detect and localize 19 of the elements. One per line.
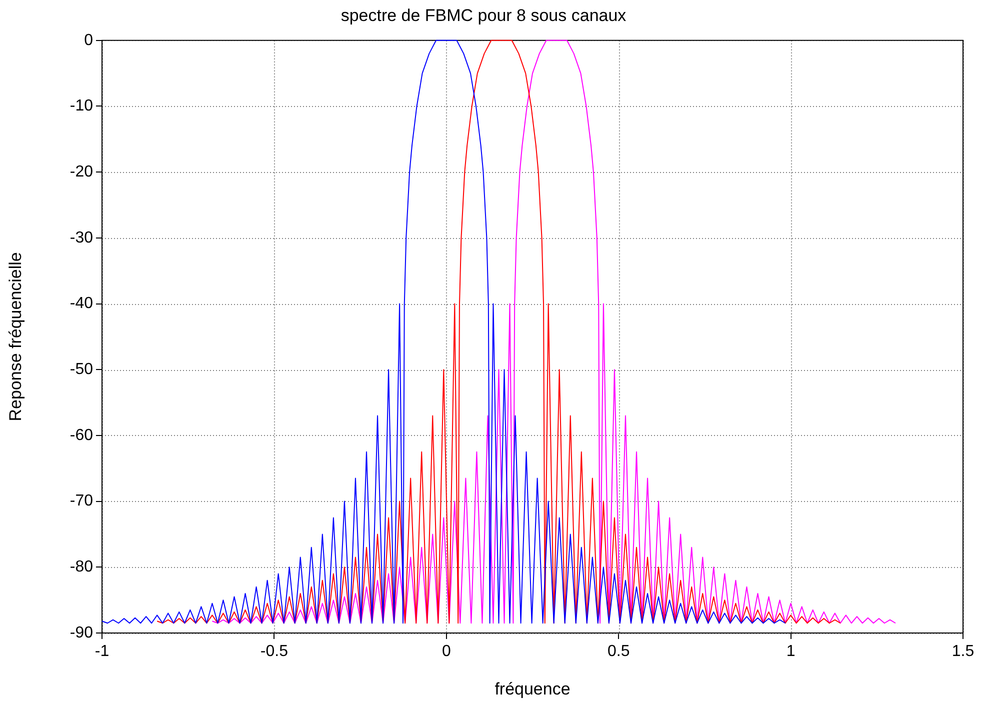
y-axis-title: Reponse fréquencielle xyxy=(6,252,25,422)
x-tick-label: 1 xyxy=(786,643,796,660)
y-tick-label: -20 xyxy=(70,163,94,180)
y-tick-label: 0 xyxy=(84,32,94,49)
y-tick-label: -30 xyxy=(70,229,94,246)
x-tick-label: 0.5 xyxy=(607,643,630,660)
x-tick-label: 1.5 xyxy=(952,643,974,660)
y-tick-label: -70 xyxy=(70,492,94,510)
y-tick-label: -10 xyxy=(70,98,94,115)
x-tick-label: -0.5 xyxy=(260,643,288,660)
x-tick-label: 0 xyxy=(442,643,451,660)
x-axis-title: fréquence xyxy=(494,679,570,698)
y-tick-label: -90 xyxy=(70,624,94,642)
y-tick-label: -50 xyxy=(70,361,94,378)
x-tick-label: -1 xyxy=(94,643,110,660)
y-tick-label: -80 xyxy=(70,558,94,576)
y-tick-label: -40 xyxy=(70,295,94,312)
y-tick-label: -60 xyxy=(70,426,94,444)
chart-title: spectre de FBMC pour 8 sous canaux xyxy=(340,6,627,25)
